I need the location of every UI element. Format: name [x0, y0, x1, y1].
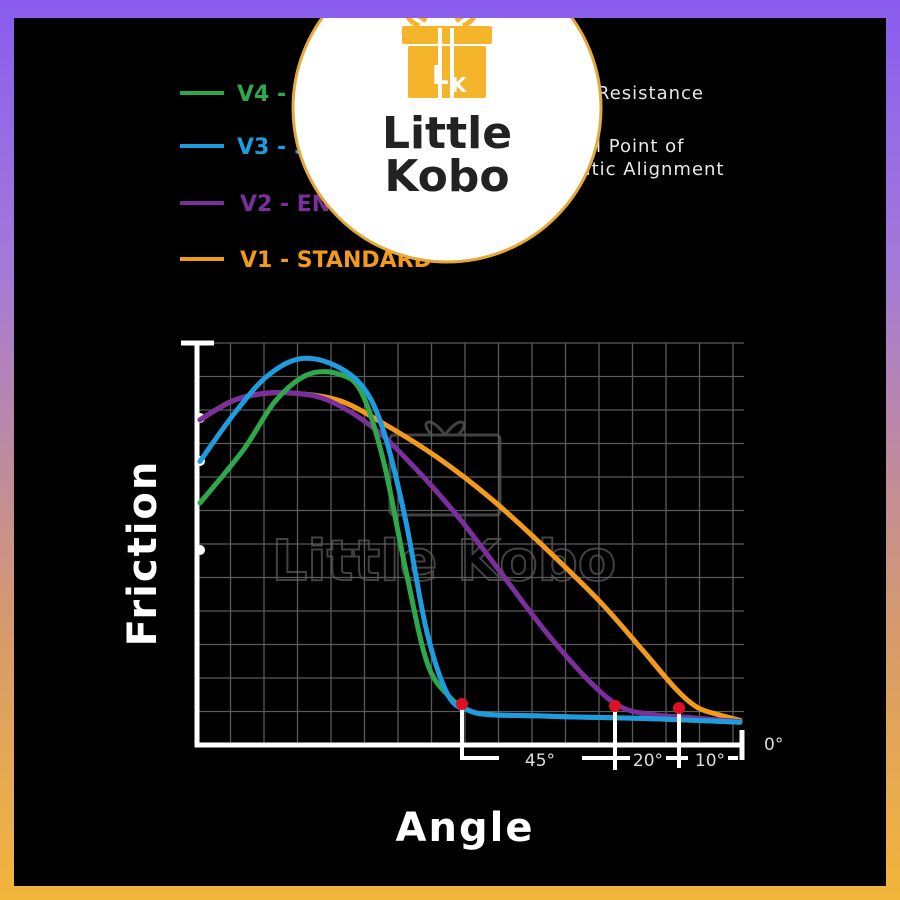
gift-ribbon-right — [450, 28, 454, 98]
gift-lid — [402, 26, 492, 44]
logo-word-kobo: Kobo — [384, 151, 509, 202]
chart-panel: Little Kobo — [14, 18, 886, 886]
legend-item-v4: V4 - — [180, 82, 286, 107]
note-resistance: Resistance — [597, 83, 704, 104]
gift-box-icon: L K — [402, 18, 492, 98]
logo-circle — [291, 18, 603, 264]
gift-ribbon-left — [438, 28, 442, 98]
chart-axes — [181, 340, 745, 760]
legend-notes: Resistance al Point of omatic Alignment — [549, 83, 724, 180]
marker-45-dot — [456, 698, 468, 710]
y-axis-title: Friction — [120, 460, 166, 647]
gift-body — [408, 46, 486, 98]
note-ideal-point: al Point of — [584, 136, 685, 157]
gift-letter-k: K — [451, 73, 468, 97]
logo-badge: L K Little Kobo — [291, 18, 603, 264]
legend-label-v4: V4 - — [237, 82, 286, 107]
series-layer — [197, 355, 743, 725]
marker-10-dot — [673, 702, 685, 714]
gift-letter-l: L — [432, 61, 449, 91]
logo-word-little: Little — [382, 108, 512, 159]
y-start-dot-green — [195, 545, 205, 555]
watermark-text: Little Kobo — [272, 529, 617, 594]
x-axis-title: Angle — [396, 805, 535, 851]
angle-markers: 45° 20° 10° 0° — [456, 698, 783, 771]
series-line-v3 — [197, 355, 743, 725]
note-auto-alignment: omatic Alignment — [549, 159, 724, 180]
series-line-v2 — [197, 389, 743, 724]
x-tick-label-10: 10° — [695, 751, 725, 771]
x-tick-label-20: 20° — [633, 751, 663, 771]
marker-20-dot — [609, 700, 621, 712]
gift-bow-icon — [406, 18, 476, 29]
friction-angle-chart: Little Kobo — [120, 18, 783, 851]
x-tick-label-0: 0° — [764, 735, 783, 755]
watermark-bow-icon — [424, 420, 466, 437]
x-tick-label-45: 45° — [525, 751, 555, 771]
chart-grid — [196, 342, 744, 746]
